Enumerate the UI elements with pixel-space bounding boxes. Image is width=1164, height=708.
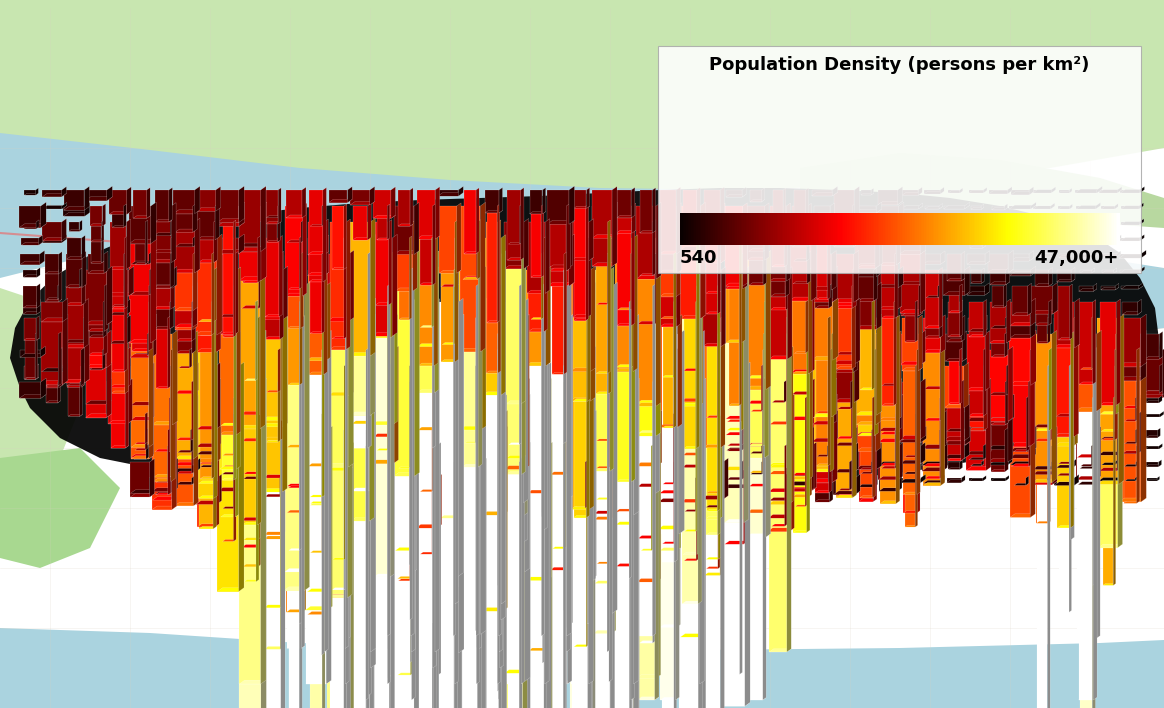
Polygon shape bbox=[0, 628, 1164, 708]
FancyBboxPatch shape bbox=[658, 46, 1141, 273]
Polygon shape bbox=[0, 0, 460, 308]
Polygon shape bbox=[0, 0, 1164, 190]
Polygon shape bbox=[200, 178, 680, 268]
Polygon shape bbox=[10, 188, 1161, 493]
Polygon shape bbox=[281, 118, 721, 198]
Text: 540: 540 bbox=[680, 249, 717, 267]
Polygon shape bbox=[900, 258, 1164, 343]
Polygon shape bbox=[800, 153, 1164, 228]
Polygon shape bbox=[0, 448, 120, 568]
Text: 47,000+: 47,000+ bbox=[1035, 249, 1119, 267]
Text: Population Density (persons per km²): Population Density (persons per km²) bbox=[709, 56, 1090, 74]
Polygon shape bbox=[0, 288, 100, 508]
